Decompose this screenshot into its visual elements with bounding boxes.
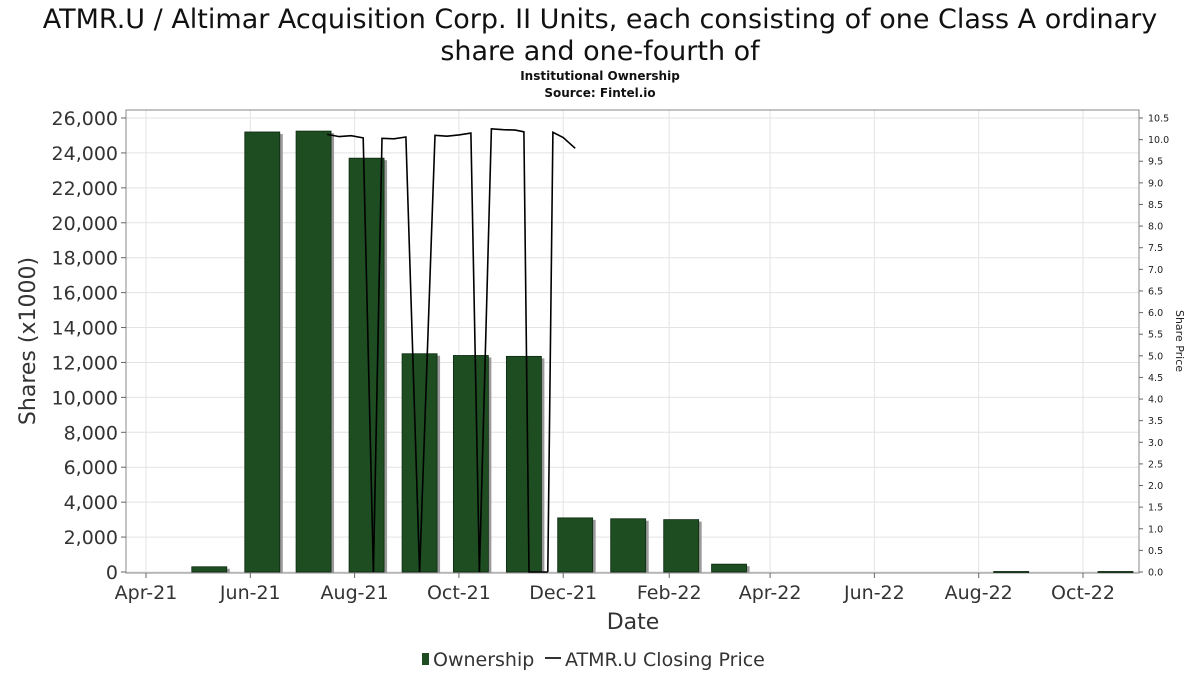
y-tick-label: 14,000	[52, 318, 118, 340]
y-tick-label: 10,000	[52, 387, 118, 409]
chart-source: Source: Fintel.io	[544, 86, 655, 100]
y2-tick-label: 5.5	[1148, 330, 1163, 341]
y2-tick-label: 4.0	[1148, 395, 1163, 406]
ownership-bar	[993, 571, 1030, 573]
price-line-segment	[418, 132, 481, 573]
y-tick-label: 16,000	[52, 283, 118, 305]
bar-body	[610, 518, 647, 573]
x-tick-label: Oct-22	[1051, 582, 1115, 604]
bar-body	[348, 157, 385, 573]
y-tick-label: 26,000	[52, 108, 118, 130]
y-tick-label: 12,000	[52, 352, 118, 374]
ownership-bar	[610, 518, 649, 573]
y2-tick-label: 7.0	[1148, 265, 1163, 276]
y2-tick-label: 0.0	[1148, 568, 1163, 579]
ownership-bars	[191, 130, 1134, 573]
ownership-bar	[557, 517, 596, 573]
ownership-bar	[505, 355, 545, 573]
legend: Ownership ATMR.U Closing Price	[422, 649, 765, 671]
gridlines	[126, 110, 1139, 573]
x-axis: Apr-21 Jun-21 Aug-21 Oct-21 Dec-21 Feb-22 Apr-…	[115, 573, 1115, 604]
bar-body	[505, 355, 542, 573]
y-axis-left: 0 2,000 4,000 6,000 8,000 10,000 12,000 14,000 1…	[52, 108, 126, 584]
y-tick-label: 20,000	[52, 213, 118, 235]
bar-body	[401, 353, 438, 573]
y-tick-label: 2,000	[64, 527, 118, 549]
y2-tick-label: 1.0	[1148, 524, 1163, 535]
y2-tick-label: 1.5	[1148, 503, 1163, 514]
price-line-segment	[372, 136, 421, 573]
x-tick-label: Feb-22	[637, 582, 702, 604]
y2-tick-label: 6.0	[1148, 308, 1163, 319]
y-tick-label: 4,000	[64, 492, 118, 514]
y2-tick-label: 10.5	[1148, 114, 1169, 125]
y2-tick-label: 8.5	[1148, 200, 1163, 211]
legend-ownership-label: Ownership	[433, 649, 534, 671]
y-tick-label: 18,000	[52, 248, 118, 270]
y-axis-right: 0.0 0.5 1.0 1.5 2.0 2.5 3.0 3.5 4.0 4.5 5.0 5.5 6.0 6…	[1139, 114, 1169, 579]
y-tick-label: 24,000	[52, 143, 118, 165]
chart-title-line-1: ATMR.U / Altimar Acquisition Corp. II Un…	[43, 4, 1157, 35]
y2-tick-label: 9.0	[1148, 178, 1163, 189]
bar-body	[557, 517, 594, 573]
legend-price-label: ATMR.U Closing Price	[565, 649, 765, 671]
price-line-segment	[327, 133, 375, 573]
y2-tick-label: 3.5	[1148, 416, 1163, 427]
x-tick-label: Jun-21	[219, 582, 281, 604]
x-tick-label: Oct-21	[427, 582, 491, 604]
ownership-bar	[711, 563, 750, 573]
x-tick-label: Jun-22	[843, 582, 905, 604]
y2-tick-label: 8.0	[1148, 222, 1163, 233]
legend-ownership-swatch	[422, 653, 429, 665]
bar-body	[244, 131, 281, 573]
bar-body	[993, 571, 1030, 573]
ownership-bar	[663, 519, 702, 573]
ownership-bar	[295, 130, 335, 573]
bar-body	[191, 566, 228, 573]
ownership-bar	[1097, 571, 1134, 573]
y-tick-label: 8,000	[64, 422, 118, 444]
ownership-bar	[452, 355, 492, 573]
y2-tick-label: 9.5	[1148, 157, 1163, 168]
y2-tick-label: 10.0	[1148, 135, 1169, 146]
x-tick-label: Aug-22	[945, 582, 1013, 604]
chart-subtitle: Institutional Ownership	[520, 69, 680, 83]
y-tick-label: 6,000	[64, 457, 118, 479]
x-tick-label: Aug-21	[321, 582, 389, 604]
ownership-bar	[191, 566, 230, 573]
x-tick-label: Dec-21	[529, 582, 597, 604]
y2-tick-label: 0.5	[1148, 546, 1163, 557]
y2-tick-label: 2.0	[1148, 481, 1163, 492]
y2-tick-label: 5.0	[1148, 351, 1163, 362]
y2-axis-label: Share Price	[1173, 310, 1186, 372]
bar-body	[663, 519, 700, 573]
ownership-bar	[244, 131, 283, 573]
bar-body	[295, 130, 332, 573]
y2-tick-label: 4.5	[1148, 373, 1163, 384]
bar-body	[1097, 571, 1134, 573]
chart-title-line-2: share and one-fourth of	[440, 36, 761, 67]
price-line	[327, 127, 576, 573]
ownership-bar	[401, 353, 441, 573]
price-line-segment	[478, 127, 548, 573]
y-axis-label: Shares (x1000)	[16, 257, 41, 425]
y2-tick-label: 6.5	[1148, 286, 1163, 297]
x-axis-label: Date	[607, 610, 660, 635]
y2-tick-label: 3.0	[1148, 438, 1163, 449]
x-tick-label: Apr-21	[115, 582, 178, 604]
price-line-segment	[547, 131, 576, 573]
y2-tick-label: 2.5	[1148, 459, 1163, 470]
bar-body	[711, 563, 747, 573]
x-tick-label: Apr-22	[739, 582, 802, 604]
y2-tick-label: 7.5	[1148, 243, 1163, 254]
y-tick-label: 0	[106, 562, 118, 584]
y-tick-label: 22,000	[52, 178, 118, 200]
